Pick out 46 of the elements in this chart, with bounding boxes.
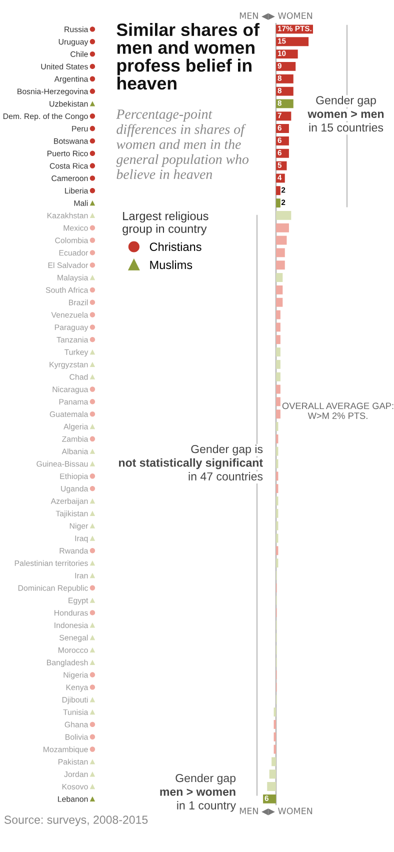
source-note: Source: surveys, 2008-2015 [4,816,148,826]
bar [276,50,298,59]
text: Gender gap men > women in 1 country [160,774,236,812]
bar [267,782,276,791]
text: Percentage-point differences in shares of women and men in the general population who believe in heaven [116,109,249,180]
bar [276,136,289,146]
bar [276,298,283,307]
bar [276,62,296,71]
bar [276,348,280,356]
x-axis-title: MEN ◀▶ WOMEN [240,808,312,816]
bar [276,248,285,258]
bar [276,112,292,121]
legend-title: Largest religious group in country [122,212,208,236]
bar [276,310,280,320]
annotation: Gender gap women > men in 15 countries [308,96,384,132]
bar [276,198,280,208]
annotation: OVERALL AVERAGE GAP: W>M 2% PTS. [282,402,394,419]
bar [276,74,294,84]
text: Similar shares of men and women profess belief in heaven [116,23,260,90]
bar [276,37,309,46]
bar [276,410,280,419]
bar [269,770,276,779]
bar [263,794,276,804]
bar [276,86,294,96]
bar [272,757,276,766]
legend-label: Christians [150,242,202,252]
bar [276,360,280,369]
bar [276,186,280,196]
bar [276,236,287,245]
bar [276,99,294,108]
bar [276,260,285,270]
bar [276,285,283,294]
bar [276,322,280,332]
text: Gender gap is not statistically significant in 47 countries [119,444,263,480]
x2-axis-title: MEN ◀▶ WOMEN [240,12,312,20]
bar [276,210,292,220]
bar [276,124,289,133]
bar [276,397,280,406]
bar [276,148,289,158]
bar [276,372,280,382]
bar [276,384,280,394]
bar [276,273,283,282]
legend-label: Muslims [150,260,192,270]
bar [276,174,285,183]
bar [276,223,289,232]
bar [276,335,280,344]
